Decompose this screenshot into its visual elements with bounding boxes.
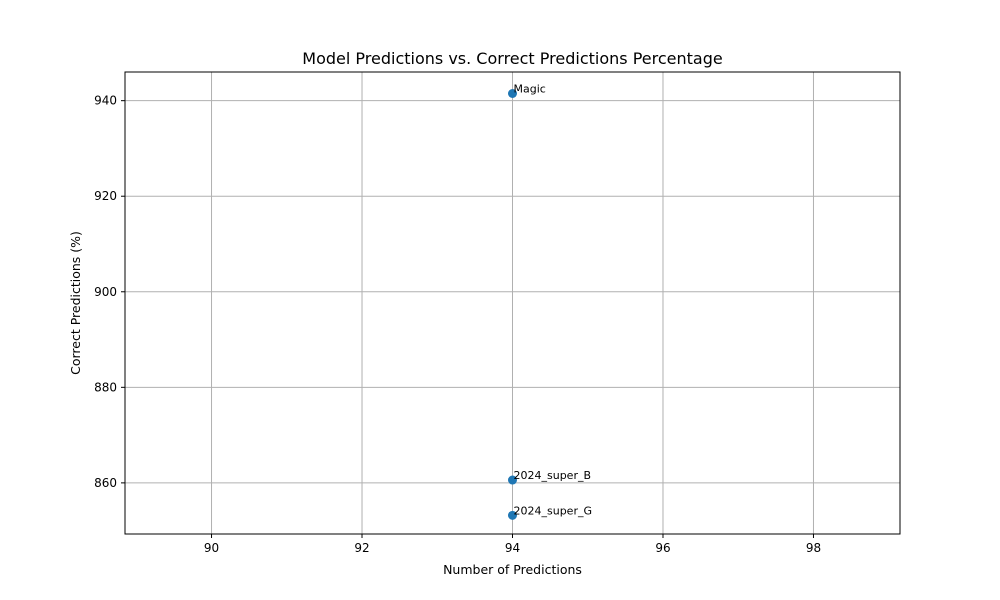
x-tick-label: 92 xyxy=(354,541,369,555)
y-tick-label: 880 xyxy=(94,380,117,394)
x-tick-label: 94 xyxy=(505,541,520,555)
data-point xyxy=(508,88,517,98)
data-point-label: 2024_super_G xyxy=(514,504,593,517)
y-tick-label: 860 xyxy=(94,476,117,490)
y-tick-label: 920 xyxy=(94,189,117,203)
data-points: Magic 2024_super_B 2024_super_G xyxy=(508,82,593,520)
y-tick-label: 940 xyxy=(94,94,117,108)
y-tick-label: 900 xyxy=(94,285,117,299)
x-tick-label: 96 xyxy=(655,541,670,555)
x-axis-label: Number of Predictions xyxy=(443,562,582,577)
data-point-label: 2024_super_B xyxy=(514,469,592,482)
y-axis-label: Correct Predictions (%) xyxy=(68,231,83,375)
x-tick-label: 90 xyxy=(204,541,219,555)
data-point xyxy=(508,510,517,520)
axis-ticks: 90 92 94 96 98 860 880 900 920 940 xyxy=(94,94,821,555)
data-point xyxy=(508,475,517,485)
chart-title: Model Predictions vs. Correct Prediction… xyxy=(302,49,722,68)
data-point-label: Magic xyxy=(514,82,546,95)
x-tick-label: 98 xyxy=(806,541,821,555)
